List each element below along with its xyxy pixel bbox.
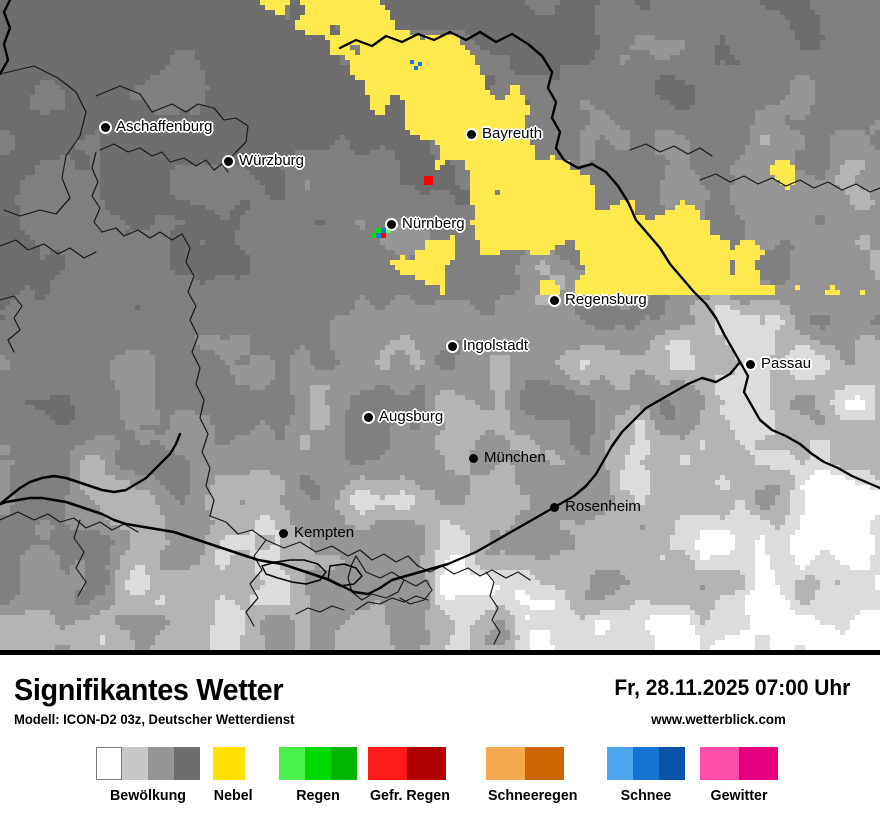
legend-swatch <box>659 747 685 780</box>
legend-swatch <box>305 747 331 780</box>
legend-item-bew-lkung: Bewölkung <box>96 747 200 804</box>
legend-swatches <box>368 747 446 780</box>
legend-label: Regen <box>296 787 340 804</box>
city-dot-icon <box>467 130 476 139</box>
legend-label: Schneeregen <box>487 787 578 804</box>
legend-swatch <box>486 747 525 780</box>
city-label: Aschaffenburg <box>116 118 213 135</box>
legend-label: Bewölkung <box>109 787 186 804</box>
legend-item-schnee: Schnee <box>607 747 685 804</box>
map-footer: Signifikantes Wetter Modell: ICON-D2 03z… <box>0 655 880 830</box>
legend-label: Gewitter <box>710 787 768 804</box>
map-bottom-border <box>0 651 880 654</box>
legend-swatch <box>368 747 407 780</box>
legend-label: Schnee <box>620 787 672 804</box>
valid-datetime: Fr, 28.11.2025 07:00 Uhr <box>614 675 850 700</box>
city-label: Ingolstadt <box>463 337 529 354</box>
legend-swatch <box>607 747 633 780</box>
legend-swatch <box>633 747 659 780</box>
legend-swatch <box>525 747 564 780</box>
legend-swatch <box>407 747 446 780</box>
city-dot-icon <box>101 123 110 132</box>
legend-item-gefr-regen: Gefr. Regen <box>368 747 450 804</box>
city-label: Bayreuth <box>482 125 543 142</box>
city-dot-icon <box>550 503 559 512</box>
legend-swatch <box>331 747 357 780</box>
city-label: Kempten <box>294 524 355 541</box>
legend-item-gewitter: Gewitter <box>700 747 778 804</box>
city-dot-icon <box>387 220 396 229</box>
city-dot-icon <box>364 413 373 422</box>
model-subtitle: Modell: ICON-D2 03z, Deutscher Wetterdie… <box>14 711 295 727</box>
city-label: Würzburg <box>239 152 305 169</box>
city-dot-icon <box>279 529 288 538</box>
weather-map-raster[interactable] <box>0 0 880 655</box>
city-label: Passau <box>761 355 812 372</box>
weather-map[interactable]: Aschaffenburg Würzburg Bayreuth Nürnberg Reg… <box>0 0 880 655</box>
city-dot-icon <box>469 454 478 463</box>
city-label: Nürnberg <box>402 215 465 232</box>
legend-swatch <box>174 747 200 780</box>
city-dot-icon <box>550 296 559 305</box>
city-dot-icon <box>224 157 233 166</box>
city-label: Augsburg <box>379 408 444 425</box>
city-label: Regensburg <box>565 291 647 308</box>
legend-swatches <box>213 747 245 780</box>
city-label: Rosenheim <box>565 498 641 515</box>
legend-swatches <box>96 747 200 780</box>
city-dot-icon <box>448 342 457 351</box>
legend-item-schneeregen: Schneeregen <box>486 747 578 804</box>
legend-swatch <box>122 747 148 780</box>
legend-swatch <box>700 747 739 780</box>
legend-label: Nebel <box>213 787 253 804</box>
legend-swatches <box>700 747 778 780</box>
city-label: München <box>484 449 546 466</box>
legend-swatches <box>486 747 564 780</box>
legend-swatch <box>96 747 122 780</box>
legend-item-nebel: Nebel <box>213 747 253 804</box>
legend-item-regen: Regen <box>279 747 357 804</box>
legend-label: Gefr. Regen <box>369 787 450 804</box>
legend-swatches <box>607 747 685 780</box>
legend: Bewölkung Nebel Regen Gefr. Regen Schneerege… <box>0 747 880 817</box>
city-dot-icon <box>746 360 755 369</box>
legend-swatch <box>213 747 245 780</box>
legend-swatch <box>148 747 174 780</box>
legend-swatch <box>279 747 305 780</box>
legend-swatches <box>279 747 357 780</box>
page-title: Signifikantes Wetter <box>14 672 284 707</box>
legend-swatch <box>739 747 778 780</box>
website-url: www.wetterblick.com <box>651 711 786 727</box>
